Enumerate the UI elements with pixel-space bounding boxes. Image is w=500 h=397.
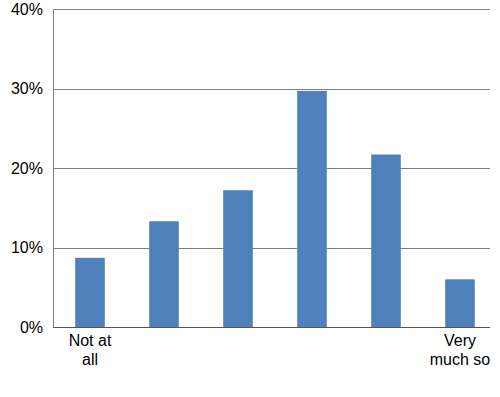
x-tick-label: Very much so — [430, 332, 491, 367]
bars — [75, 91, 475, 327]
chart-container: 0% 10% 20% 30% 40% Not at all Very much so — [0, 0, 500, 397]
grid-line — [53, 168, 490, 169]
bar — [75, 258, 105, 327]
y-tick-label: 40% — [11, 1, 43, 18]
y-tick-label: 0% — [20, 319, 43, 336]
chart: 0% 10% 20% 30% 40% Not at all Very much so — [0, 0, 500, 397]
grid-line — [53, 89, 490, 90]
grid — [53, 10, 490, 328]
y-tick-label: 30% — [11, 80, 43, 97]
bar — [445, 279, 475, 327]
bar — [149, 221, 179, 327]
x-tick-label: Not at all — [69, 332, 112, 367]
y-tick: 40% — [11, 1, 53, 18]
bar — [223, 190, 253, 327]
grid-line — [53, 9, 490, 10]
x-tick-label-line: Not at — [69, 332, 112, 349]
x-axis: Not at all Very much so — [54, 327, 498, 368]
y-tick: 10% — [11, 239, 53, 256]
y-tick-label: 20% — [11, 160, 43, 177]
x-tick-label-line: much so — [430, 351, 491, 368]
x-axis-line — [54, 327, 498, 328]
y-tick-label: 10% — [11, 239, 43, 256]
grid-line — [53, 327, 490, 328]
y-tick: 0% — [20, 319, 53, 336]
x-tick-label-line: all — [82, 351, 98, 368]
x-tick: Very much so — [430, 327, 491, 368]
bar — [297, 91, 327, 327]
x-tick-label-line: Very — [444, 332, 476, 349]
grid-line — [53, 248, 490, 249]
x-tick: Not at all — [69, 327, 112, 368]
y-axis-line — [53, 10, 54, 328]
y-axis: 0% 10% 20% 30% 40% — [11, 1, 54, 336]
y-tick: 30% — [11, 80, 53, 97]
y-tick: 20% — [11, 160, 53, 177]
bar — [371, 154, 401, 327]
